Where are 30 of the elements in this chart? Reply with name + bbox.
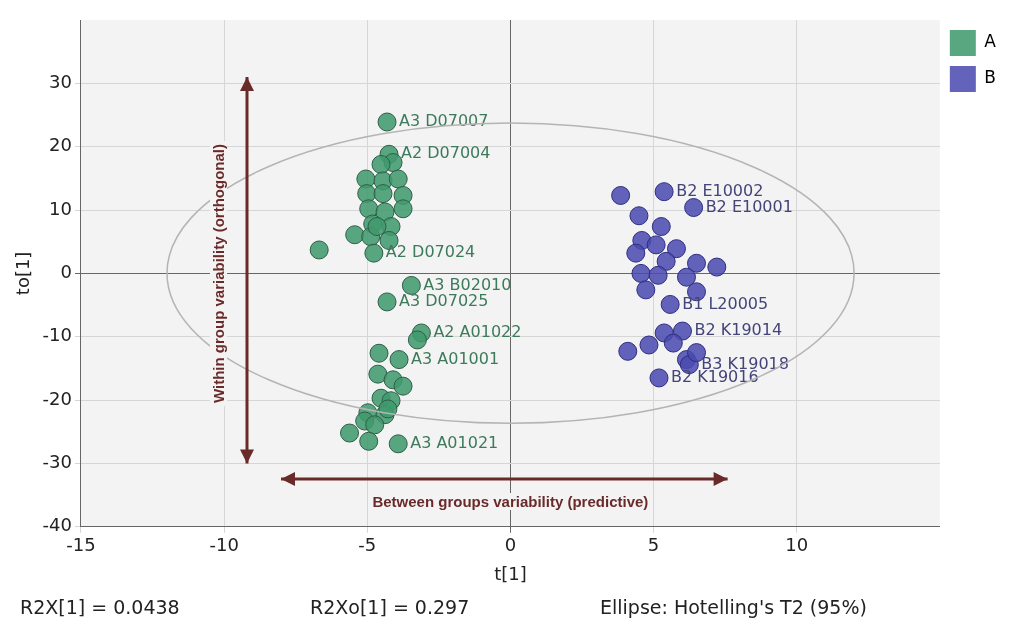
y-axis-title: to[1] <box>12 251 34 296</box>
y-tick-label: -20 <box>42 387 72 409</box>
y-tick-label: -40 <box>42 514 72 536</box>
text: R2X[1] = 0.0438 <box>20 596 180 618</box>
annotation: A3 D07025 <box>399 291 489 311</box>
y-tick-label: -10 <box>42 324 72 346</box>
annotation: A3 A01001 <box>411 348 500 368</box>
y-tick-label: 20 <box>49 134 72 156</box>
x-axis-title: t[1] <box>494 562 527 584</box>
annotation: Between groups variability (predictive) <box>369 492 652 510</box>
annotation: Within group variability (orthogonal) <box>209 140 227 406</box>
annotation: A2 D07004 <box>401 143 491 163</box>
annotation: B1 L20005 <box>682 293 769 313</box>
annotation: A3 D07007 <box>399 111 489 131</box>
x-tick-label: -10 <box>209 534 239 556</box>
x-tick-label: -5 <box>358 534 377 556</box>
x-tick-label: 5 <box>647 534 660 556</box>
annotation: B2 K19014 <box>694 320 783 340</box>
text: R2Xo[1] = 0.297 <box>310 596 470 618</box>
y-tick-label: 30 <box>49 71 72 93</box>
y-tick-label: -30 <box>42 451 72 473</box>
y-tick-label: 0 <box>60 261 72 283</box>
x-tick-label: -15 <box>66 534 96 556</box>
text: Ellipse: Hotelling's T2 (95%) <box>600 596 867 618</box>
x-tick-label: 0 <box>504 534 517 556</box>
legend-label: B <box>984 67 997 88</box>
y-tick-label: 10 <box>49 197 72 219</box>
x-tick-label: 10 <box>785 534 809 556</box>
annotation: A3 A01021 <box>410 432 499 452</box>
legend-label: A <box>984 31 997 52</box>
